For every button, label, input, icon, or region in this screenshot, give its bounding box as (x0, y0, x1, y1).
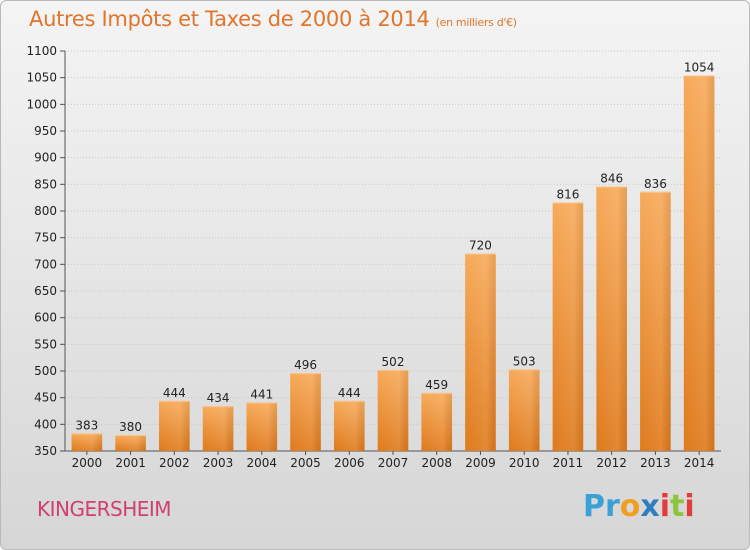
value-label-2000: 383 (75, 418, 98, 432)
city-name: KINGERSHEIM (37, 497, 172, 521)
bar-shade-2007 (377, 369, 409, 451)
bar-shade-2003 (202, 406, 234, 451)
label-layer: 383 380 444 434 441 496 444 502 459 720 503 816 846 8… (75, 61, 714, 434)
x-tick-label-2003: 2003 (203, 456, 234, 470)
x-tick-label-2011: 2011 (553, 456, 584, 470)
y-tick-label: 350 (34, 444, 57, 458)
y-tick-label: 850 (34, 177, 57, 191)
bar-shade-2010 (508, 369, 540, 451)
logo-letter: x (640, 489, 660, 524)
x-tick-label-2002: 2002 (159, 456, 190, 470)
y-tick-label: 1100 (26, 44, 57, 58)
value-label-2004: 441 (250, 387, 273, 401)
axis-layer: 350 400 450 500 550 600 650 700 750 800 850 900 950 1… (26, 44, 721, 470)
chart-title-text: Autres Impôts et Taxes de 2000 à 2014 (29, 7, 430, 31)
value-label-2014: 1054 (684, 61, 715, 75)
y-tick-label: 550 (34, 337, 57, 351)
x-tick-label-2014: 2014 (684, 456, 715, 470)
bar-shade-2013 (640, 191, 671, 452)
x-tick-label-2004: 2004 (247, 456, 278, 470)
y-tick-label: 1000 (26, 97, 57, 111)
bar-shade-2001 (115, 435, 146, 451)
logo-letter: P (583, 489, 605, 524)
y-tick-label: 400 (34, 417, 57, 431)
bar-shade-2004 (246, 402, 278, 451)
bar-shade-2009 (465, 253, 496, 451)
proxiti-logo: Proxiti (583, 489, 695, 524)
logo-letter: r (605, 489, 620, 524)
logo-letter: t (670, 489, 685, 524)
bar-shade-2005 (290, 373, 321, 451)
value-label-2001: 380 (119, 420, 142, 434)
y-tick-label: 750 (34, 231, 57, 245)
chart-subtitle: (en milliers d'€) (435, 16, 517, 29)
x-tick-label-2000: 2000 (72, 456, 103, 470)
x-tick-label-2008: 2008 (421, 456, 452, 470)
y-tick-label: 950 (34, 124, 57, 138)
y-tick-label: 900 (34, 151, 57, 165)
value-label-2012: 846 (600, 171, 623, 185)
y-tick-label: 800 (34, 204, 57, 218)
y-tick-label: 500 (34, 364, 57, 378)
logo-letter: i (659, 489, 671, 524)
bar-shade-2000 (71, 433, 103, 451)
bar-shade-2008 (421, 392, 453, 451)
value-label-2002: 444 (163, 386, 186, 400)
x-tick-label-2009: 2009 (465, 456, 496, 470)
y-tick-label: 700 (34, 257, 57, 271)
x-tick-label-2007: 2007 (378, 456, 409, 470)
x-tick-label-2010: 2010 (509, 456, 540, 470)
logo-letter: o (619, 489, 641, 524)
x-tick-label-2005: 2005 (290, 456, 321, 470)
y-tick-label: 650 (34, 284, 57, 298)
bar-shade-2014 (683, 75, 715, 452)
value-label-2005: 496 (294, 358, 317, 372)
bar-shade-2006 (333, 400, 365, 451)
value-label-2003: 434 (207, 391, 230, 405)
bar-shade-2011 (552, 202, 584, 451)
chart-title: Autres Impôts et Taxes de 2000 à 2014 (en… (29, 7, 517, 31)
x-tick-label-2012: 2012 (596, 456, 627, 470)
y-tick-label: 450 (34, 391, 57, 405)
y-tick-label: 1050 (26, 71, 57, 85)
value-label-2013: 836 (644, 177, 667, 191)
bar-layer (71, 75, 715, 452)
value-label-2006: 444 (338, 386, 361, 400)
value-label-2007: 502 (382, 355, 405, 369)
value-label-2011: 816 (556, 187, 579, 201)
x-tick-label-2013: 2013 (640, 456, 671, 470)
x-tick-label-2006: 2006 (334, 456, 365, 470)
x-tick-label-2001: 2001 (115, 456, 146, 470)
bar-shade-2002 (159, 400, 190, 451)
value-label-2009: 720 (469, 239, 492, 253)
bar-shade-2012 (596, 186, 627, 451)
value-label-2008: 459 (425, 378, 448, 392)
logo-letter: i (684, 489, 695, 524)
value-label-2010: 503 (513, 354, 536, 368)
y-tick-label: 600 (34, 311, 57, 325)
